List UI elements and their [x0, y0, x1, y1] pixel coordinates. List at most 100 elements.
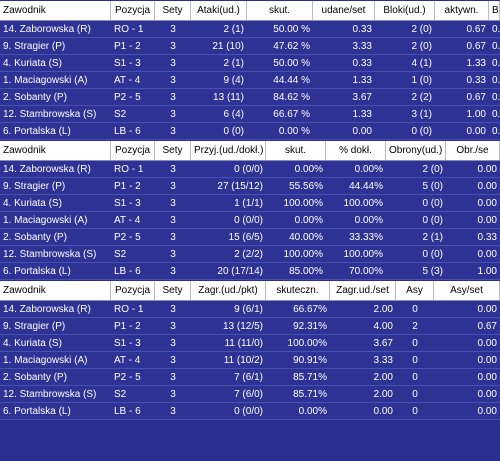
table-row[interactable]: 2. Sobanty (P) P2 - 5 3 13 (11) 84.62 % 3.67 2…	[0, 89, 500, 106]
column-header[interactable]: Zagr.ud./set	[330, 281, 396, 300]
table-cell: 3	[170, 265, 176, 277]
table-row[interactable]: 1. Maciagowski (A) AT - 4 3 11 (10/2) 90.91%…	[0, 352, 500, 369]
table-cell: 4 (1)	[411, 57, 432, 69]
table-cell: 3	[170, 388, 176, 400]
table-cell: 0.00	[477, 214, 497, 226]
table-row[interactable]: 12. Stambrowska (S) S2 3 7 (6/0) 85.71% 2.00 0…	[0, 386, 500, 403]
table-cell: 9 (6/1)	[234, 303, 263, 315]
table-cell: 0.00%	[354, 163, 383, 175]
table-cell: LB - 6	[114, 125, 141, 137]
table-cell: 50.00 %	[273, 57, 310, 69]
table-row[interactable]: 4. Kuriata (S) S1 - 3 3 11 (11/0) 100.00% 3.6…	[0, 335, 500, 352]
column-header[interactable]: skut.	[266, 141, 326, 160]
table-cell: 3	[170, 91, 176, 103]
table-cell: 3 (1)	[411, 108, 432, 120]
serve-table: Zawodnik Pozycja Sety Zagr.(ud./pkt) skutecz…	[0, 281, 500, 420]
column-header[interactable]: Asy	[396, 281, 434, 300]
table-cell: 3	[170, 40, 176, 52]
table-cell: 0 (0)	[422, 248, 443, 260]
column-header[interactable]: Sety	[155, 1, 191, 20]
table-cell: 84.62 %	[273, 91, 310, 103]
column-header[interactable]: Zawodnik	[0, 141, 111, 160]
table-row[interactable]: 1. Maciagowski (A) AT - 4 3 0 (0/0) 0.00% 0.0…	[0, 212, 500, 229]
column-header[interactable]: Pozycja	[111, 281, 155, 300]
column-header[interactable]: Pozycja	[111, 1, 155, 20]
column-header[interactable]: Sety	[155, 141, 191, 160]
table-cell: 100.00%	[283, 248, 323, 260]
table-cell: 2.00	[373, 303, 393, 315]
table-row[interactable]: 9. Stragier (P) P1 - 2 3 27 (15/12) 55.56% 44…	[0, 178, 500, 195]
table-row[interactable]: 4. Kuriata (S) S1 - 3 3 1 (1/1) 100.00% 100.0…	[0, 195, 500, 212]
table-cell: 0	[412, 388, 418, 400]
table-cell: 0.33	[477, 231, 497, 243]
table-cell: 0.00	[373, 405, 393, 417]
column-header[interactable]: Obrony(ud.)	[386, 141, 446, 160]
table-cell: 100.00%	[283, 197, 323, 209]
table-cell: 0 (0/0)	[234, 405, 263, 417]
table-cell: 66.67%	[293, 303, 327, 315]
table-cell: 0.00	[352, 125, 372, 137]
table-cell: 2 (0)	[422, 163, 443, 175]
table-cell: LB - 6	[114, 265, 141, 277]
table-cell: S1 - 3	[114, 337, 141, 349]
column-header[interactable]: Pozycja	[111, 141, 155, 160]
table-cell: 3	[170, 320, 176, 332]
column-header[interactable]: Obr./se	[446, 141, 500, 160]
table-cell: 0	[412, 303, 418, 315]
column-header[interactable]: Zawodnik	[0, 281, 111, 300]
table-row[interactable]: 12. Stambrowska (S) S2 3 2 (2/2) 100.00% 100.…	[0, 246, 500, 263]
table-cell: S2	[114, 248, 127, 260]
table-cell: 0	[412, 354, 418, 366]
table-row[interactable]: 14. Zaborowska (R) RO - 1 3 9 (6/1) 66.67% 2.…	[0, 301, 500, 318]
column-header[interactable]: % dokł.	[326, 141, 386, 160]
table-cell: P2 - 5	[114, 231, 141, 243]
table-cell: 0.00	[477, 163, 497, 175]
column-header[interactable]: Sety	[155, 281, 191, 300]
column-header[interactable]: udane/set	[313, 1, 375, 20]
table-row[interactable]: 14. Zaborowska (R) RO - 1 3 0 (0/0) 0.00% 0.0…	[0, 161, 500, 178]
table-row[interactable]: 1. Maciagowski (A) AT - 4 3 9 (4) 44.44 % 1.3…	[0, 72, 500, 89]
column-header[interactable]: skuteczn.	[266, 281, 330, 300]
player-name-cell: 4. Kuriata (S)	[3, 197, 62, 209]
table-row[interactable]: 2. Sobanty (P) P2 - 5 3 15 (6/5) 40.00% 33.33…	[0, 229, 500, 246]
table-cell: 44.44%	[349, 180, 383, 192]
table-row[interactable]: 14. Zaborowska (R) RO - 1 3 2 (1) 50.00 % 0.3…	[0, 21, 500, 38]
column-header[interactable]: Asy/set	[434, 281, 500, 300]
column-header[interactable]: Bl	[489, 1, 500, 20]
table-cell: 3.67	[373, 337, 393, 349]
table-cell: 100.00%	[343, 197, 383, 209]
table-row[interactable]: 2. Sobanty (P) P2 - 5 3 7 (6/1) 85.71% 2.00 0 0…	[0, 369, 500, 386]
table-cell: S1 - 3	[114, 57, 141, 69]
table-header: Zawodnik Pozycja Sety Przyj.(ud./dokł.) skut…	[0, 141, 500, 161]
table-cell: 2	[412, 320, 418, 332]
column-header[interactable]: Ataki(ud.)	[191, 1, 247, 20]
table-row[interactable]: 6. Portalska (L) LB - 6 3 0 (0/0) 0.00% 0.00 0…	[0, 403, 500, 420]
table-row[interactable]: 6. Portalska (L) LB - 6 3 0 (0) 0.00 % 0.00 0 …	[0, 123, 500, 140]
column-header[interactable]: Zagr.(ud./pkt)	[191, 281, 266, 300]
table-row[interactable]: 9. Stragier (P) P1 - 2 3 21 (10) 47.62 % 3.33…	[0, 38, 500, 55]
column-header[interactable]: Bloki(ud.)	[375, 1, 435, 20]
table-cell: 0.00 %	[278, 125, 310, 137]
column-header[interactable]: Przyj.(ud./dokł.)	[191, 141, 266, 160]
table-row[interactable]: 6. Portalska (L) LB - 6 3 20 (17/14) 85.00% 7…	[0, 263, 500, 280]
table-cell: 0.00	[466, 125, 486, 137]
table-cell: P1 - 2	[114, 180, 141, 192]
table-cell: 44.44 %	[273, 74, 310, 86]
table-cell: 0.33	[352, 57, 372, 69]
table-cell: 0.00	[492, 74, 500, 86]
table-row[interactable]: 12. Stambrowska (S) S2 3 6 (4) 66.67 % 1.33 3 …	[0, 106, 500, 123]
table-cell: 0.67	[492, 91, 500, 103]
table-cell: 3	[170, 354, 176, 366]
player-name-cell: 2. Sobanty (P)	[3, 371, 67, 383]
player-name-cell: 9. Stragier (P)	[3, 320, 66, 332]
table-row[interactable]: 4. Kuriata (S) S1 - 3 3 2 (1) 50.00 % 0.33 4 (…	[0, 55, 500, 72]
column-header[interactable]: skut.	[247, 1, 313, 20]
table-cell: 1.33	[466, 57, 486, 69]
column-header[interactable]: Zawodnik	[0, 1, 111, 20]
player-name-cell: 14. Zaborowska (R)	[3, 163, 91, 175]
table-cell: 3	[170, 405, 176, 417]
table-row[interactable]: 9. Stragier (P) P1 - 2 3 13 (12/5) 92.31% 4.0…	[0, 318, 500, 335]
table-cell: 0	[412, 371, 418, 383]
column-header[interactable]: aktywn.	[435, 1, 489, 20]
reception-defense-table: Zawodnik Pozycja Sety Przyj.(ud./dokł.) skut…	[0, 141, 500, 280]
